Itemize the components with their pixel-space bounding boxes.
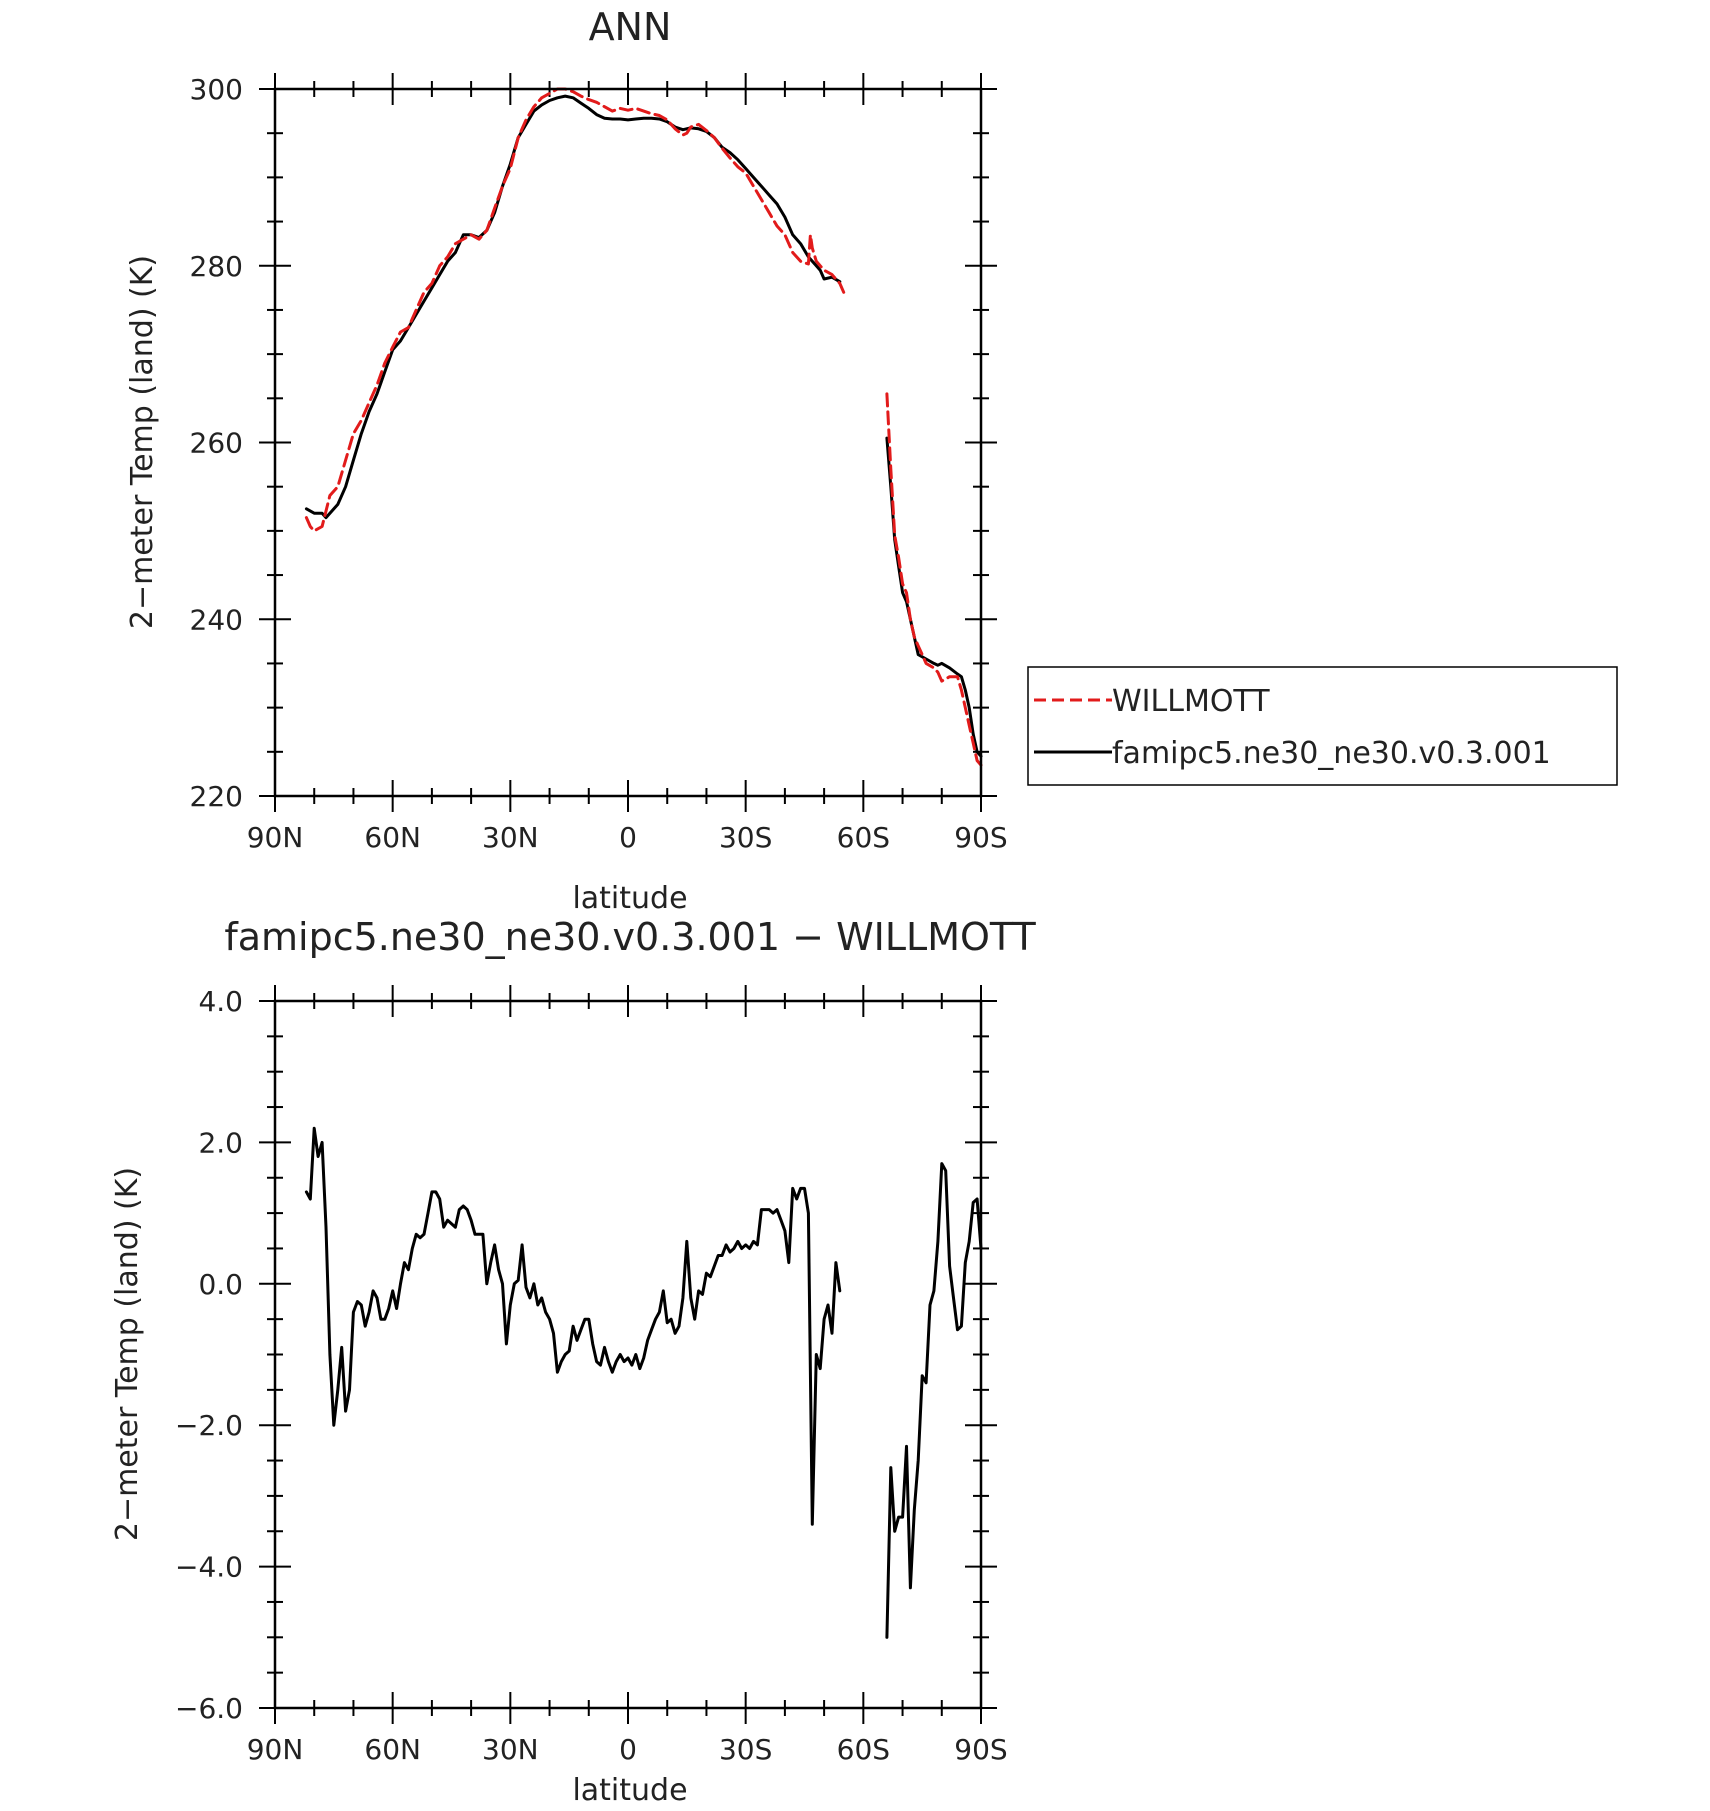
top-plot-series	[304, 87, 983, 767]
top-y-axis-label: 2−meter Temp (land) (K)	[125, 255, 160, 629]
bottom-plot-frame	[273, 999, 983, 1710]
bottom-y-tick-label: −4.0	[175, 1551, 243, 1584]
legend-label-willmott: WILLMOTT	[1112, 684, 1270, 719]
bottom-panel: famipc5.ne30_ne30.v0.3.001 − WILLMOTT 90…	[110, 915, 1036, 1808]
top-series-willmott-segment-1	[304, 87, 846, 533]
top-x-tick-label: 60N	[364, 821, 421, 854]
top-x-tick-label: 30S	[719, 821, 772, 854]
top-y-tick-label: 260	[190, 427, 243, 460]
bottom-plot-tick-labels: 90N 60N 30N 0 30S 60S 90S −6.0 −4.0 −2.0 0.0 2.0 4.0	[175, 985, 1008, 1766]
top-y-tick-label: 220	[190, 780, 243, 813]
top-x-tick-label: 90N	[247, 821, 304, 854]
legend-frame	[1027, 666, 1618, 786]
bottom-series-difference-segment-1	[304, 1126, 842, 1526]
bottom-plot-title: famipc5.ne30_ne30.v0.3.001 − WILLMOTT	[224, 915, 1036, 959]
bottom-series-difference-segment-2	[885, 1162, 983, 1639]
bottom-y-tick-label: 4.0	[198, 985, 243, 1018]
bottom-y-tick-label: −6.0	[175, 1692, 243, 1725]
top-y-tick-label: 300	[190, 73, 243, 106]
top-x-axis-label: latitude	[572, 881, 687, 916]
bottom-x-tick-label: 30N	[482, 1733, 539, 1766]
bottom-x-tick-label: 30S	[719, 1733, 772, 1766]
top-plot-frame	[273, 87, 983, 798]
bottom-plot-series	[304, 1126, 983, 1639]
top-y-tick-label: 280	[190, 250, 243, 283]
top-series-willmott-segment-2	[885, 392, 983, 767]
legend-label-model: famipc5.ne30_ne30.v0.3.001	[1112, 736, 1551, 771]
top-x-tick-label: 0	[619, 821, 637, 854]
top-series-famipc5-ne30-ne30-v0-3-001-segment-1	[304, 94, 842, 520]
top-x-tick-label: 90S	[954, 821, 1007, 854]
bottom-y-axis-label: 2−meter Temp (land) (K)	[110, 1167, 145, 1541]
bottom-x-tick-label: 90N	[247, 1733, 304, 1766]
top-plot-title: ANN	[589, 5, 672, 49]
top-y-tick-label: 240	[190, 603, 243, 636]
legend: WILLMOTT famipc5.ne30_ne30.v0.3.001	[1027, 666, 1618, 786]
bottom-y-tick-label: −2.0	[175, 1409, 243, 1442]
top-panel: ANN 90N 60N 30N 0 30S 60S 90S 220 240 260 280 300 l…	[125, 5, 1618, 916]
bottom-y-tick-label: 2.0	[198, 1126, 243, 1159]
bottom-x-tick-label: 60S	[837, 1733, 890, 1766]
bottom-x-axis-label: latitude	[572, 1773, 687, 1808]
top-x-tick-label: 30N	[482, 821, 539, 854]
bottom-y-tick-label: 0.0	[198, 1268, 243, 1301]
top-x-tick-label: 60S	[837, 821, 890, 854]
bottom-x-tick-label: 60N	[364, 1733, 421, 1766]
bottom-x-tick-label: 90S	[954, 1733, 1007, 1766]
bottom-x-tick-label: 0	[619, 1733, 637, 1766]
top-plot-tick-labels: 90N 60N 30N 0 30S 60S 90S 220 240 260 280 300	[190, 73, 1008, 854]
